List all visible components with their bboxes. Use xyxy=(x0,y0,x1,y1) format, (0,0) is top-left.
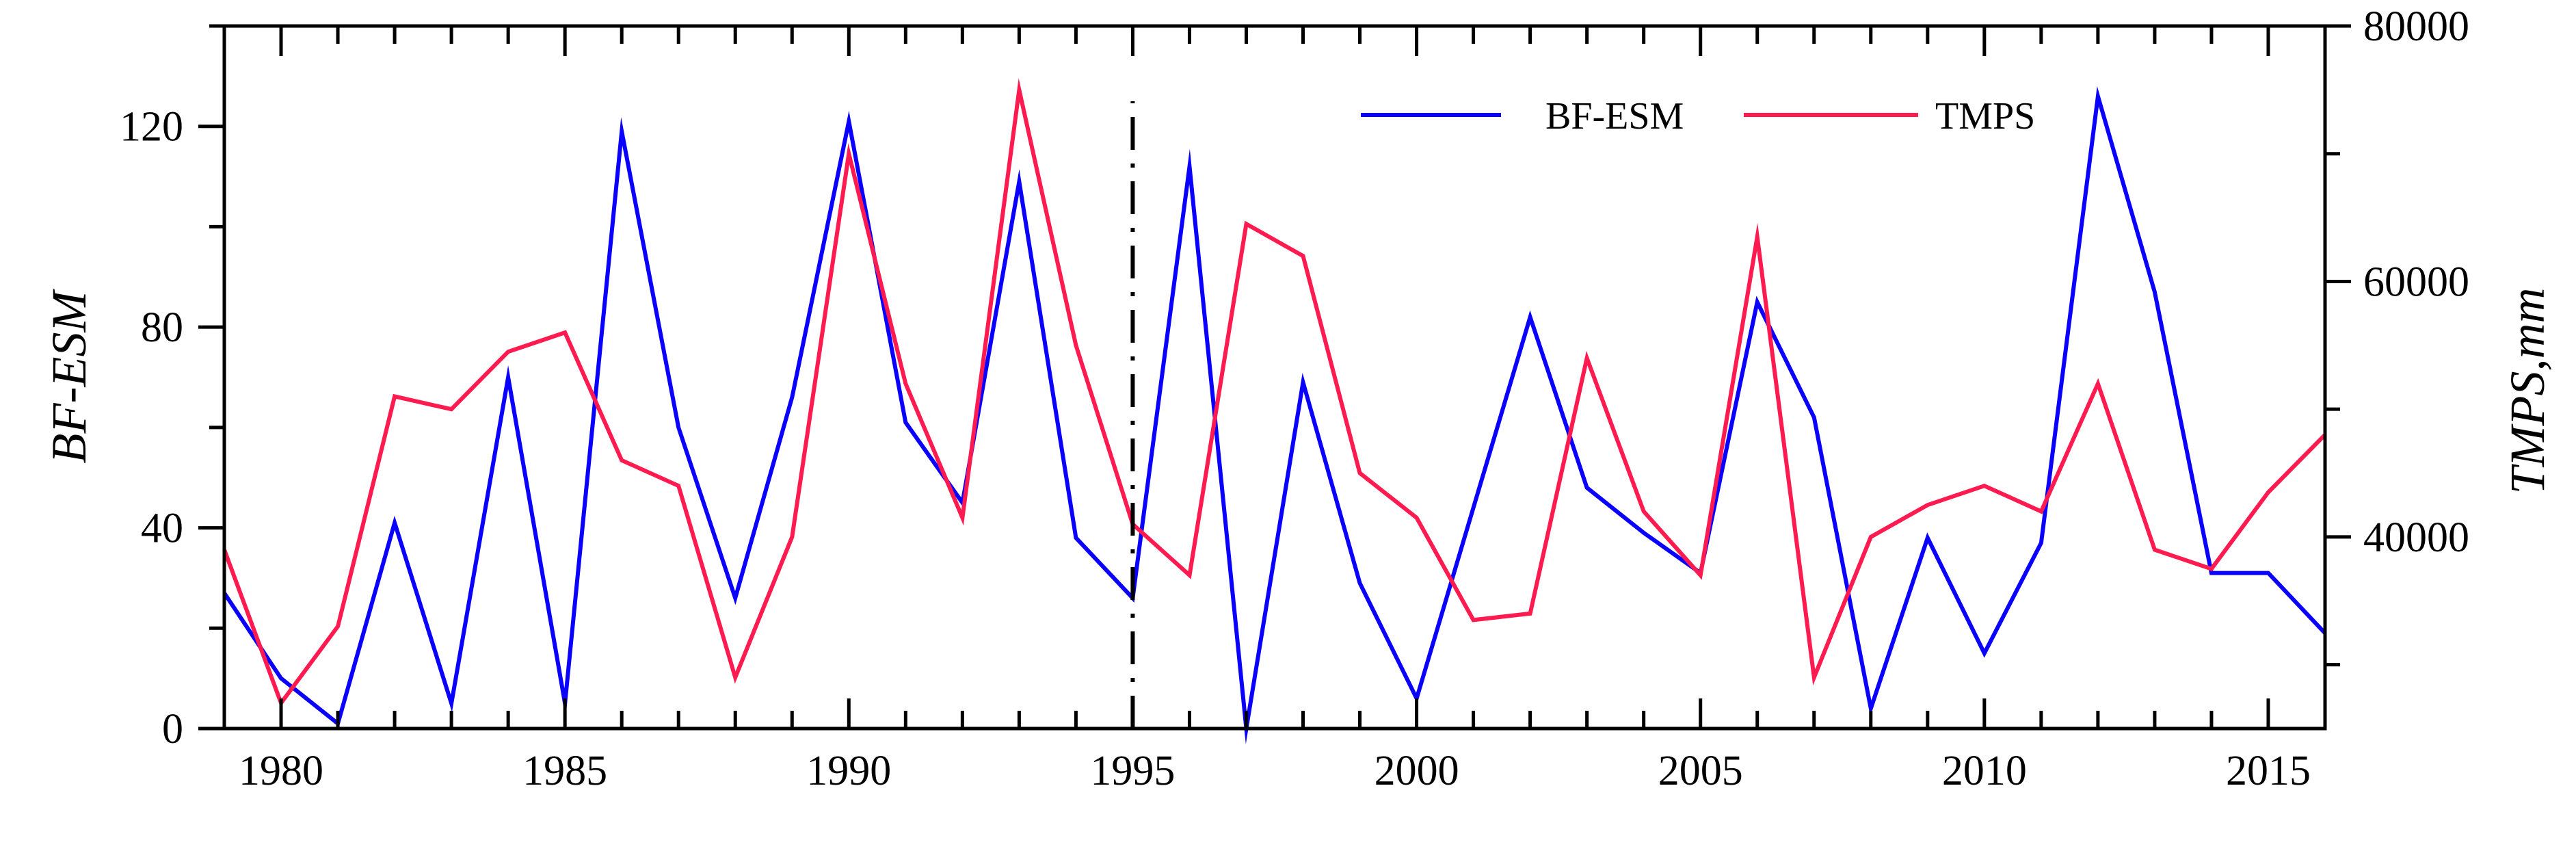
y2-tick-label: 40000 xyxy=(2363,514,2469,561)
x-tick-label: 2000 xyxy=(1375,748,1459,794)
x-tick-label: 1985 xyxy=(522,748,607,794)
x-tick-label: 2010 xyxy=(1942,748,2027,794)
y-tick-label: 120 xyxy=(120,104,183,150)
y2-axis-label: TMPS,mm xyxy=(2500,288,2555,495)
y-tick-label: 40 xyxy=(141,506,183,552)
y2-tick-label: 80000 xyxy=(2363,3,2469,50)
y-tick-label: 80 xyxy=(141,304,183,351)
x-tick-label: 1995 xyxy=(1090,748,1175,794)
legend-label-1: BF-ESM xyxy=(1545,95,1684,138)
legend-label-2: TMPS xyxy=(1935,95,2035,138)
plot-frame xyxy=(222,24,2327,731)
y-axis-label: BF-ESM xyxy=(42,289,96,464)
x-tick-label: 1980 xyxy=(239,748,323,794)
series-line-1 xyxy=(222,86,2327,744)
x-tick-label: 1990 xyxy=(806,748,891,794)
x-tick-label: 2005 xyxy=(1658,748,1743,794)
x-tick-label: 2015 xyxy=(2226,748,2311,794)
y2-tick-label: 60000 xyxy=(2363,259,2469,305)
series-line-2 xyxy=(222,78,2327,707)
y-tick-label: 0 xyxy=(162,706,183,752)
